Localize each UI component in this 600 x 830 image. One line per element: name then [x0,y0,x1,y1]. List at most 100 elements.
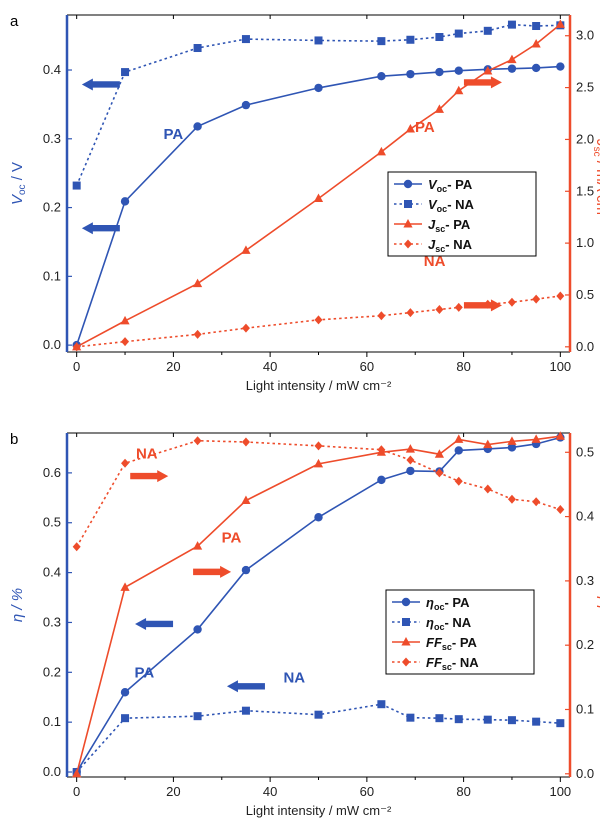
data-point [406,69,415,79]
x-tick-label: 80 [456,784,470,799]
data-point [121,68,130,77]
data-point [193,44,202,53]
legend-marker [404,239,412,249]
legend-marker [404,200,412,208]
data-point [454,66,463,75]
data-point [121,337,130,347]
data-point [406,308,415,318]
data-point [435,67,444,77]
panel-label: a [10,13,19,30]
data-point [193,436,202,446]
data-point [193,712,202,721]
data-point [377,311,386,321]
left-y-tick-label: 0.5 [43,515,61,530]
x-tick-label: 40 [263,784,277,799]
x-tick-label: 60 [360,784,374,799]
x-tick-label: 80 [456,359,470,374]
data-point [507,54,517,64]
x-tick-label: 60 [360,359,374,374]
series-annotation: PA [164,126,184,143]
legend-entry-label: Voc- PA [428,177,473,194]
data-point [556,291,565,301]
data-point [72,768,82,778]
data-point [377,445,386,455]
x-tick-label: 40 [263,359,277,374]
right-y-axis-label: FF [593,596,600,615]
data-point [556,62,565,71]
data-point [193,329,202,339]
series-annotation: PA [135,664,155,681]
data-point [406,713,415,722]
data-point [532,22,541,31]
data-point [556,719,565,728]
data-point [531,63,541,73]
data-point [483,715,492,724]
x-tick-label: 20 [166,359,180,374]
data-point [434,104,445,113]
data-point [507,64,517,73]
legend-entry-label: Jsc- PA [428,217,471,234]
left-y-tick-label: 0.3 [43,131,61,146]
data-point [435,714,444,723]
data-point [314,513,323,522]
data-point [120,197,130,206]
x-axis-label: Light intensity / mW cm⁻² [246,803,392,818]
data-point [241,35,250,44]
data-point [120,688,130,697]
data-point [555,431,565,440]
data-point [377,37,386,46]
x-tick-label: 100 [549,359,571,374]
legend-box [387,171,537,257]
direction-arrow-right [463,299,502,312]
left-y-tick-label: 0.6 [43,465,61,480]
right-y-tick-label: 0.1 [576,701,594,716]
legend-entry-label: FFsc- NA [426,655,479,672]
data-point [532,497,541,507]
data-point [120,582,130,591]
right-y-axis-label: Jsc / mA cm⁻² [591,138,600,228]
data-point [193,625,202,634]
data-point [314,710,323,719]
data-point [314,315,323,325]
left-y-tick-label: 0.4 [43,62,61,77]
x-tick-label: 100 [549,784,571,799]
left-y-tick-label: 0.1 [43,714,61,729]
series-annotation: NA [424,253,446,270]
data-point [406,455,415,465]
data-point [376,146,386,156]
legend-box [385,589,535,675]
legend-marker [401,637,411,646]
data-point [556,505,565,515]
data-point [121,458,130,468]
data-point [555,19,565,28]
left-y-tick-label: 0.3 [43,614,61,629]
direction-arrow-right [193,565,232,578]
direction-arrow-left [81,78,120,91]
data-point [377,72,386,81]
series-annotation: NA [136,446,158,463]
data-point [454,29,463,38]
left-y-tick-label: 0.1 [43,268,61,283]
series-line [75,23,561,186]
data-point [435,304,444,314]
direction-arrow-right [130,470,169,483]
right-y-tick-label: 0.3 [576,573,594,588]
data-point [507,297,516,307]
right-y-tick-label: 0.0 [576,766,594,781]
series-annotation: PA [415,119,435,136]
x-tick-label: 20 [166,784,180,799]
data-point [241,437,250,447]
right-y-tick-label: 2.0 [576,131,594,146]
data-point [72,181,81,190]
legend-entry-label: Voc- NA [428,197,475,214]
x-tick-label: 0 [73,784,80,799]
data-point [406,35,415,44]
legend-marker [402,657,410,667]
legend-entry-label: FFsc- PA [426,635,478,652]
data-point [483,65,493,75]
data-point [435,33,444,42]
right-y-tick-label: 3.0 [576,28,594,43]
data-point [483,439,493,449]
right-y-tick-label: 1.5 [576,183,594,198]
